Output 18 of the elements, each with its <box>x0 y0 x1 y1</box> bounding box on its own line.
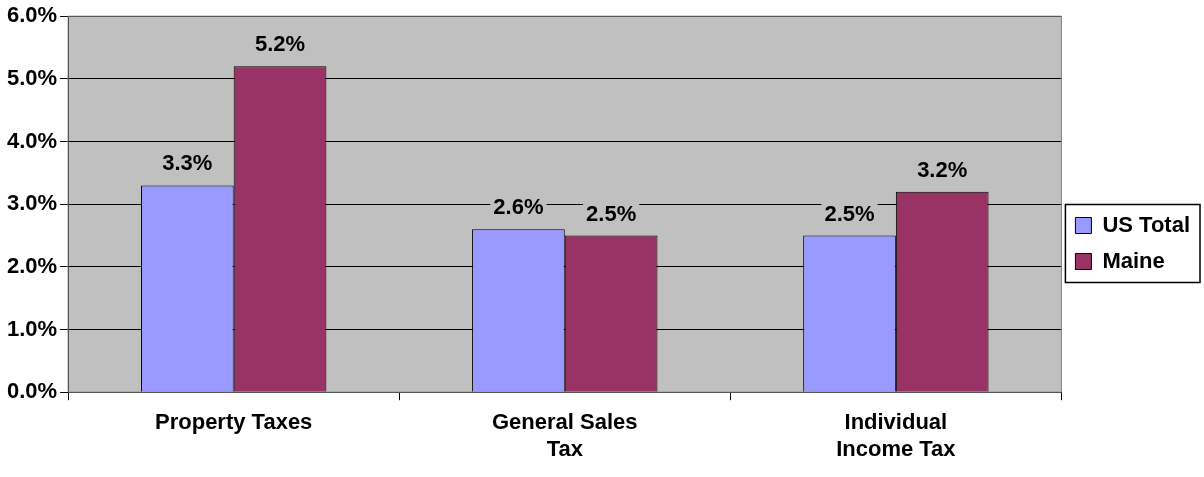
y-tick-label: 3.0% <box>6 190 58 216</box>
x-tick-label: Individual Income Tax <box>836 409 957 461</box>
data-label: 2.6% <box>493 194 544 220</box>
legend-label: Maine <box>1102 247 1165 273</box>
y-tick-label: 5.0% <box>6 64 58 90</box>
x-tick-label: Property Taxes <box>155 409 313 435</box>
y-tick-label: 4.0% <box>6 127 58 153</box>
y-tick-label: 2.0% <box>6 252 58 278</box>
x-tick-label: General Sales Tax <box>492 409 638 461</box>
data-label: 3.2% <box>917 156 968 182</box>
y-tick-label: 1.0% <box>6 315 58 341</box>
data-label: 2.5% <box>824 200 875 226</box>
data-label: 2.5% <box>586 200 637 226</box>
legend-label: US Total <box>1102 211 1190 237</box>
y-tick-label: 6.0% <box>6 2 58 28</box>
data-label: 5.2% <box>254 31 306 57</box>
y-tick-label: 0.0% <box>6 378 58 404</box>
data-label: 3.3% <box>162 150 213 176</box>
